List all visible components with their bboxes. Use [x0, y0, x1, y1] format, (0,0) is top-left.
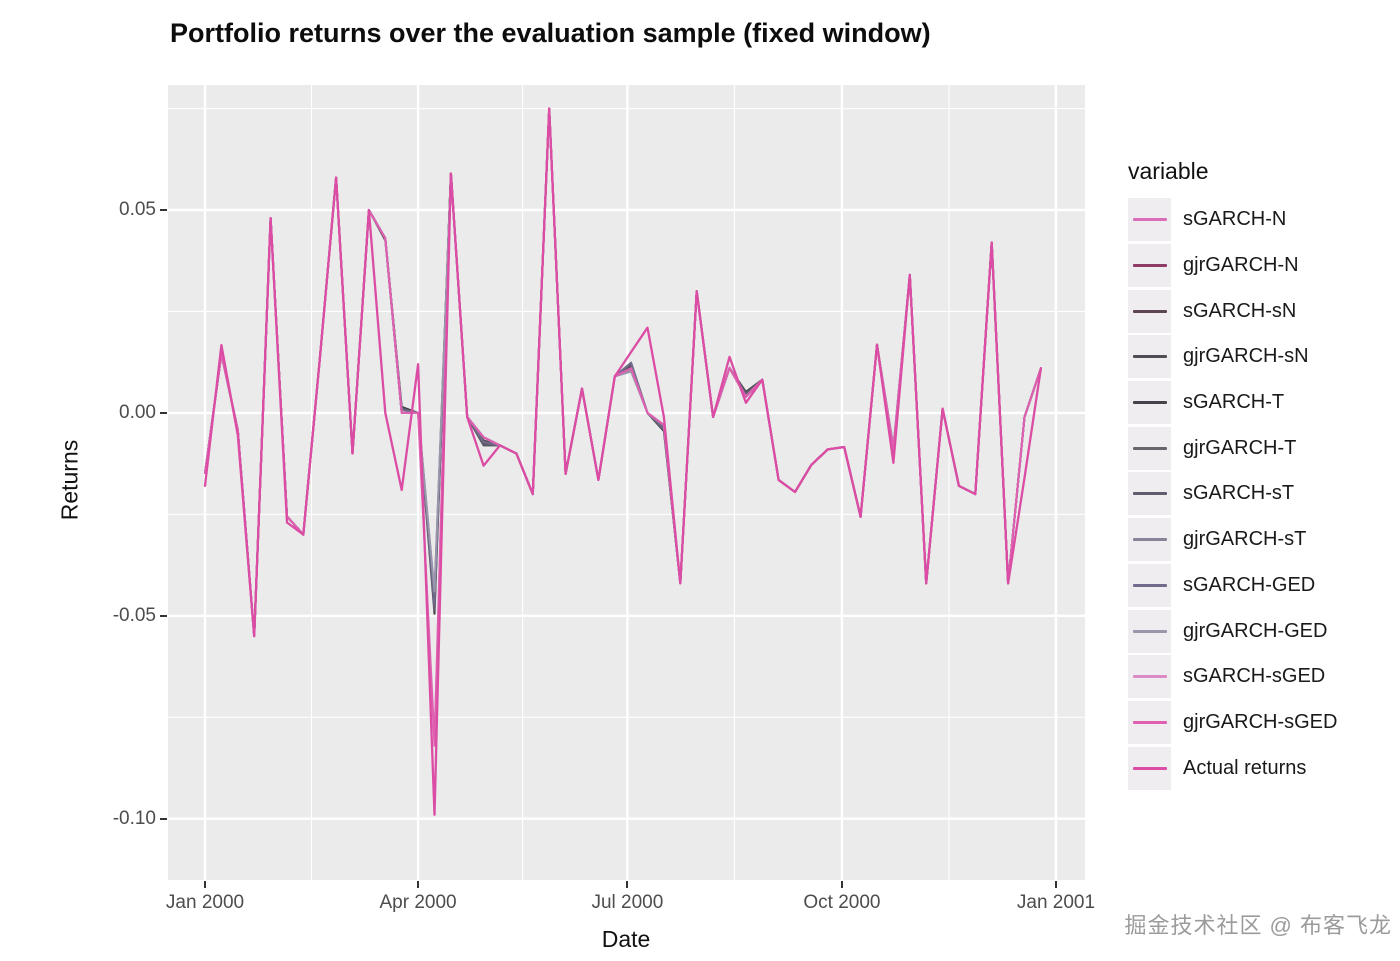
legend-key-line [1132, 629, 1167, 633]
legend-item-sGARCH-sT: sGARCH-sT [1128, 471, 1337, 517]
y-tick-mark [160, 411, 167, 414]
legend-key [1128, 563, 1171, 607]
legend-key-line [1132, 583, 1167, 587]
legend-key-line [1132, 538, 1167, 542]
legend-key-line [1132, 675, 1167, 679]
watermark: 掘金技术社区 @ 布客飞龙 [1124, 913, 1392, 938]
legend-item-gjrGARCH-GED: gjrGARCH-GED [1128, 608, 1337, 654]
legend-label: gjrGARCH-T [1183, 436, 1297, 459]
legend-label: gjrGARCH-sGED [1183, 710, 1338, 733]
y-tick-label: 0.00 [119, 401, 156, 423]
x-tick-mark [417, 881, 420, 888]
x-tick-label: Jul 2000 [591, 892, 664, 913]
series-line-Actual returns [203, 107, 1043, 816]
legend-item-gjrGARCH-sT: gjrGARCH-sT [1128, 517, 1337, 563]
legend-key [1128, 609, 1171, 653]
legend-label: sGARCH-GED [1183, 573, 1316, 596]
legend-key [1128, 655, 1171, 699]
x-axis-title: Date [601, 926, 651, 952]
legend-item-gjrGARCH-sGED: gjrGARCH-sGED [1128, 700, 1337, 746]
y-tick-label: -0.05 [112, 604, 156, 626]
legend-item-sGARCH-sGED: sGARCH-sGED [1128, 654, 1337, 700]
legend-key-line [1132, 218, 1167, 222]
legend-key-line [1132, 766, 1167, 770]
legend-item-gjrGARCH-sN: gjrGARCH-sN [1128, 334, 1337, 380]
y-axis-title: Returns [56, 439, 83, 521]
x-tick-mark [626, 881, 629, 888]
x-tick-label: Jan 2000 [165, 892, 245, 913]
legend-item-Actual returns: Actual returns [1128, 745, 1337, 791]
legend-key [1128, 198, 1171, 242]
x-tick-label: Jan 2001 [1016, 892, 1096, 913]
plot-svg [168, 85, 1085, 880]
legend-key-line [1132, 492, 1167, 496]
y-tick-label: 0.05 [119, 198, 156, 220]
legend-label: Actual returns [1183, 756, 1307, 779]
y-tick-mark [160, 817, 167, 820]
legend-key [1128, 426, 1171, 470]
y-tick-mark [160, 614, 167, 617]
legend-label: sGARCH-sGED [1183, 665, 1326, 688]
x-tick-mark [840, 881, 843, 888]
legend-item-gjrGARCH-N: gjrGARCH-N [1128, 243, 1337, 289]
x-tick-mark [204, 881, 206, 888]
legend-label: sGARCH-T [1183, 391, 1285, 414]
series-line-gjrGARCH-sGED [204, 107, 1042, 747]
legend-label: gjrGARCH-GED [1183, 619, 1328, 642]
legend-label: sGARCH-sN [1183, 299, 1297, 322]
plot-panel [168, 85, 1085, 880]
legend-key-line [1132, 309, 1167, 313]
legend-key [1128, 289, 1171, 333]
legend-key-line [1132, 264, 1167, 268]
legend-key [1128, 472, 1171, 516]
legend-key-line [1132, 355, 1167, 359]
legend-item-sGARCH-sN: sGARCH-sN [1128, 288, 1337, 334]
legend-key [1128, 746, 1171, 790]
legend-item-sGARCH-GED: sGARCH-GED [1128, 563, 1337, 609]
x-tick-mark [1054, 881, 1057, 888]
legend-item-gjrGARCH-T: gjrGARCH-T [1128, 425, 1337, 471]
y-tick-mark [160, 208, 167, 211]
legend-label: gjrGARCH-sT [1183, 528, 1307, 551]
legend-item-sGARCH-T: sGARCH-T [1128, 380, 1337, 426]
legend-label: gjrGARCH-N [1183, 254, 1299, 277]
legend-key-line [1132, 446, 1167, 450]
legend-key [1128, 381, 1171, 425]
legend-title: variable [1128, 158, 1209, 184]
x-tick-label: Oct 2000 [803, 892, 881, 913]
x-tick-label: Apr 2000 [379, 892, 457, 913]
legend-items: sGARCH-N gjrGARCH-N sGARCH-sN gjrGARCH-sN sG… [1128, 197, 1337, 791]
legend: variable sGARCH-N gjrGARCH-N sGARCH-sN gjrG… [1128, 158, 1337, 791]
legend-item-sGARCH-N: sGARCH-N [1128, 197, 1337, 243]
legend-key-line [1132, 401, 1167, 405]
legend-label: sGARCH-sT [1183, 482, 1295, 505]
y-tick-label: -0.10 [112, 807, 156, 829]
chart-title: Portfolio returns over the evaluation sa… [170, 18, 931, 48]
series-line-sGARCH-sGED [204, 107, 1042, 741]
legend-key [1128, 700, 1171, 744]
legend-label: sGARCH-N [1183, 208, 1287, 231]
legend-key [1128, 518, 1171, 562]
legend-key [1128, 335, 1171, 379]
legend-key [1128, 244, 1171, 288]
legend-label: gjrGARCH-sN [1183, 345, 1309, 368]
legend-key-line [1132, 720, 1167, 724]
